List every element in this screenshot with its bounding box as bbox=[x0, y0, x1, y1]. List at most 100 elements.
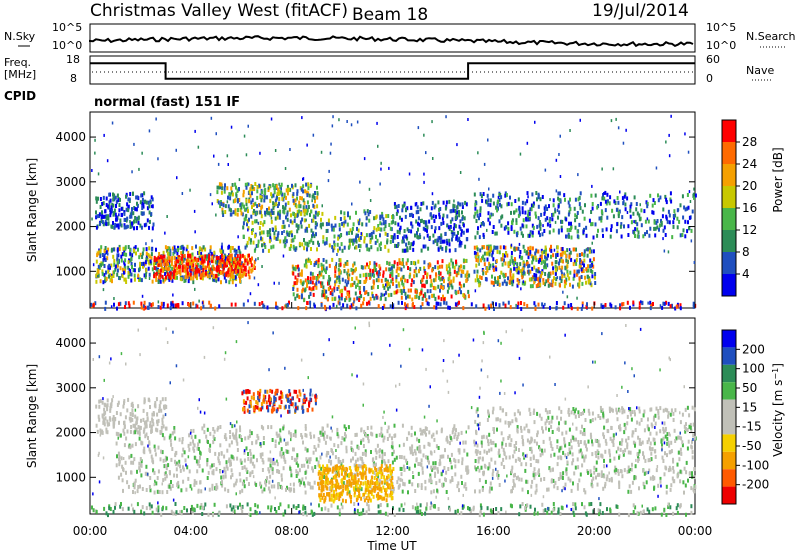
echo-cell bbox=[566, 228, 569, 233]
echo-speckle bbox=[379, 182, 381, 186]
echo-cell bbox=[296, 191, 299, 196]
echo-cell bbox=[576, 229, 579, 234]
echo-cell bbox=[196, 446, 199, 451]
echo-cell bbox=[449, 479, 452, 484]
echo-cell bbox=[236, 254, 239, 259]
echo-cell bbox=[185, 271, 188, 276]
echo-cell bbox=[431, 467, 434, 472]
noise-trace bbox=[89, 35, 694, 48]
echo-cell bbox=[296, 453, 299, 458]
echo-cell bbox=[97, 251, 100, 256]
echo-cell bbox=[371, 235, 374, 240]
echo-cell bbox=[115, 204, 117, 208]
echo-cell bbox=[256, 195, 259, 200]
echo-cell bbox=[291, 456, 294, 460]
echo-cell bbox=[304, 426, 307, 431]
echo-cell bbox=[230, 253, 233, 258]
echo-cell bbox=[429, 473, 432, 478]
echo-cell bbox=[420, 288, 423, 293]
echo-cell bbox=[576, 234, 579, 239]
echo-speckle bbox=[306, 143, 308, 147]
echo-cell bbox=[166, 303, 169, 308]
echo-cell bbox=[249, 187, 252, 192]
echo-cell bbox=[234, 182, 237, 187]
echo-cell bbox=[118, 247, 121, 252]
echo-cell bbox=[492, 265, 495, 270]
echo-cell bbox=[277, 482, 279, 487]
echo-cell bbox=[306, 459, 309, 464]
echo-cell bbox=[211, 255, 214, 260]
echo-cell bbox=[402, 236, 405, 241]
echo-cell bbox=[114, 267, 117, 272]
echo-cell bbox=[522, 218, 525, 223]
echo-cell bbox=[219, 264, 222, 268]
echo-speckle bbox=[615, 117, 617, 121]
echo-cell bbox=[151, 197, 154, 202]
echo-cell bbox=[123, 268, 126, 273]
echo-cell bbox=[609, 302, 612, 307]
echo-cell bbox=[296, 196, 298, 201]
echo-cell bbox=[238, 275, 241, 280]
echo-cell bbox=[159, 400, 162, 405]
echo-speckle bbox=[284, 167, 287, 170]
echo-cell bbox=[498, 303, 501, 308]
echo-cell bbox=[180, 251, 183, 256]
echo-cell bbox=[169, 248, 172, 253]
echo-cell bbox=[114, 212, 117, 217]
echo-cell bbox=[551, 283, 554, 288]
echo-cell bbox=[519, 269, 522, 274]
echo-cell bbox=[145, 432, 148, 437]
echo-cell bbox=[123, 431, 126, 436]
echo-cell bbox=[379, 233, 381, 238]
echo-cell bbox=[199, 273, 202, 278]
echo-cell bbox=[331, 451, 334, 456]
echo-cell bbox=[222, 270, 225, 275]
echo-cell bbox=[327, 281, 329, 286]
echo-cell bbox=[358, 494, 361, 499]
echo-cell bbox=[145, 200, 148, 205]
echo-cell bbox=[160, 262, 163, 267]
echo-cell bbox=[365, 273, 367, 277]
echo-cell bbox=[218, 461, 221, 466]
echo-cell bbox=[284, 236, 287, 241]
echo-cell bbox=[425, 455, 428, 460]
echo-speckle bbox=[327, 179, 330, 183]
echo-cell bbox=[375, 262, 378, 267]
echo-cell bbox=[399, 215, 401, 220]
echo-cell bbox=[168, 256, 171, 261]
echo-cell bbox=[228, 207, 231, 212]
echo-cell bbox=[149, 488, 152, 493]
echo-cell bbox=[292, 198, 295, 203]
echo-cell bbox=[220, 451, 223, 456]
echo-cell bbox=[322, 432, 325, 437]
echo-cell bbox=[109, 198, 112, 203]
echo-cell bbox=[457, 432, 460, 437]
echo-cell bbox=[407, 229, 410, 233]
echo-cell bbox=[443, 300, 446, 305]
echo-cell bbox=[280, 477, 283, 482]
echo-cell bbox=[102, 417, 105, 422]
echo-cell bbox=[465, 486, 468, 491]
echo-cell bbox=[153, 255, 156, 260]
echo-cell bbox=[383, 496, 386, 501]
echo-cell bbox=[426, 455, 429, 460]
echo-speckle bbox=[221, 242, 223, 246]
echo-cell bbox=[670, 199, 673, 204]
echo-cell bbox=[246, 261, 249, 266]
echo-cell bbox=[410, 212, 413, 217]
echo-cell bbox=[507, 221, 510, 226]
echo-cell bbox=[310, 287, 313, 292]
colorbar-tick-label: 20 bbox=[742, 179, 757, 193]
echo-cell bbox=[122, 404, 125, 409]
echo-cell bbox=[540, 257, 543, 262]
echo-cell bbox=[394, 243, 397, 248]
echo-cell bbox=[391, 441, 394, 446]
echo-cell bbox=[264, 482, 267, 487]
echo-cell bbox=[441, 482, 444, 487]
echo-cell bbox=[583, 227, 585, 232]
echo-cell bbox=[275, 301, 277, 306]
echo-cell bbox=[120, 223, 123, 228]
echo-cell bbox=[236, 261, 239, 266]
echo-cell bbox=[402, 464, 405, 469]
echo-cell bbox=[232, 199, 235, 204]
